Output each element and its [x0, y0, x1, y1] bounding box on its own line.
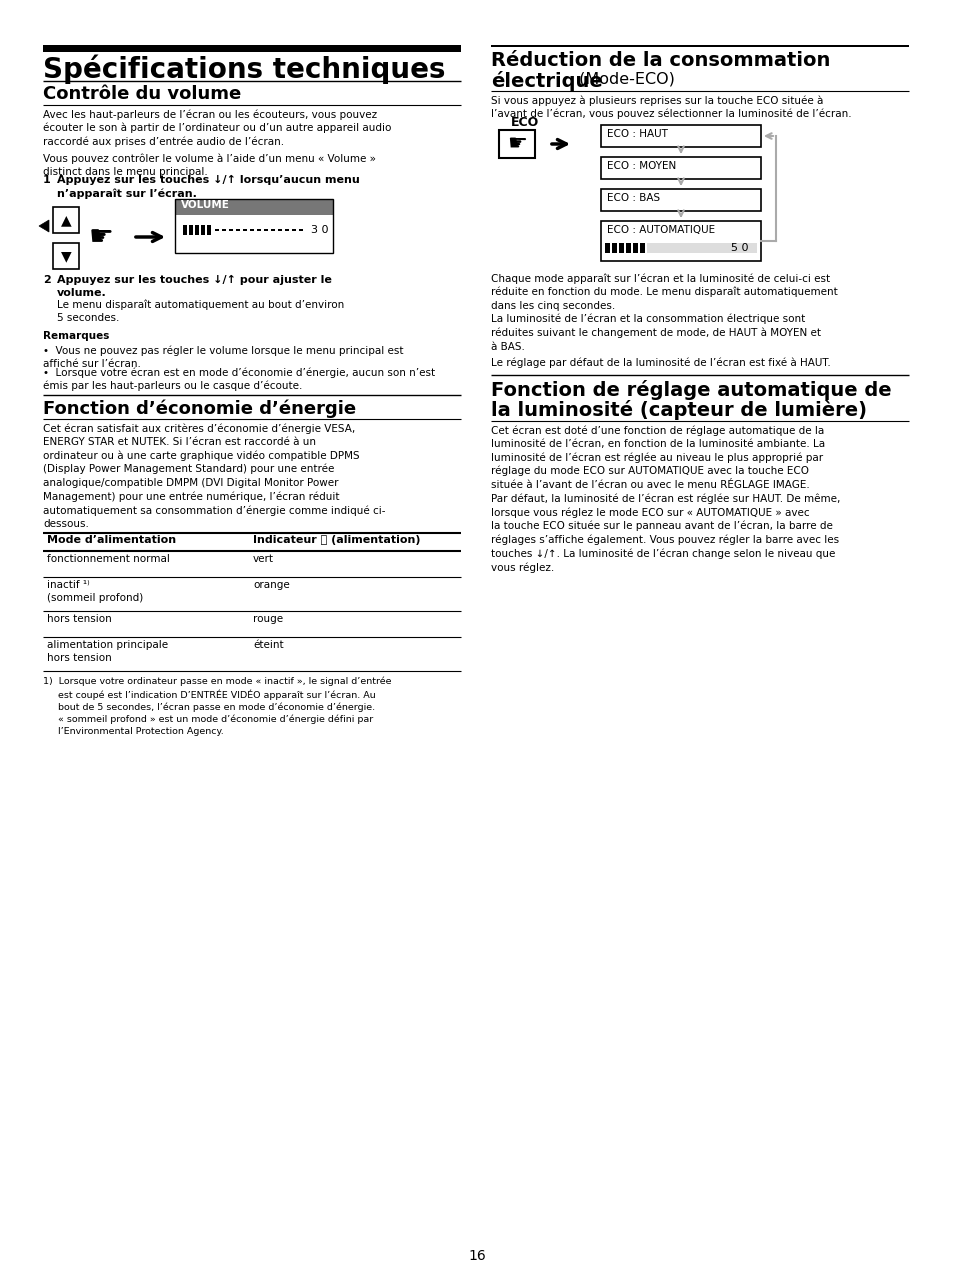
Bar — [491, 45, 908, 46]
Text: Réduction de la consommation: Réduction de la consommation — [491, 51, 829, 70]
Bar — [214, 229, 219, 231]
Text: Cet écran satisfait aux critères d’économie d’énergie VESA,
ENERGY STAR et NUTEK: Cet écran satisfait aux critères d’écono… — [43, 423, 385, 529]
Text: Si vous appuyez à plusieurs reprises sur la touche ECO située à
l’avant de l’écr: Si vous appuyez à plusieurs reprises sur… — [491, 96, 851, 120]
Bar — [625, 243, 630, 254]
Bar — [277, 229, 282, 231]
Bar — [43, 45, 460, 52]
Text: Appuyez sur les touches ↓/↑ pour ajuster le
volume.: Appuyez sur les touches ↓/↑ pour ajuster… — [57, 275, 332, 298]
Bar — [194, 225, 199, 234]
Text: Appuyez sur les touches ↓/↑ lorsqu’aucun menu
n’apparaît sur l’écran.: Appuyez sur les touches ↓/↑ lorsqu’aucun… — [57, 175, 359, 199]
Bar — [604, 243, 609, 254]
Text: éteint: éteint — [253, 640, 283, 650]
Bar — [600, 189, 760, 211]
Text: Cet écran est doté d’une fonction de réglage automatique de la
luminosité de l’é: Cet écran est doté d’une fonction de rég… — [491, 426, 840, 573]
Bar — [53, 206, 79, 233]
Text: ECO : AUTOMATIQUE: ECO : AUTOMATIQUE — [606, 225, 715, 234]
Bar — [646, 243, 757, 254]
Text: Le menu disparaît automatiquement au bout d’environ
5 secondes.: Le menu disparaît automatiquement au bou… — [57, 299, 344, 322]
Text: ECO : HAUT: ECO : HAUT — [606, 129, 667, 139]
Text: la luminosité (capteur de lumière): la luminosité (capteur de lumière) — [491, 400, 866, 420]
Text: Chaque mode apparaît sur l’écran et la luminosité de celui-ci est
réduite en fon: Chaque mode apparaît sur l’écran et la l… — [491, 273, 837, 352]
Bar — [639, 243, 644, 254]
Bar — [189, 225, 193, 234]
Bar — [201, 225, 205, 234]
Bar — [256, 229, 261, 231]
Text: Spécifications techniques: Spécifications techniques — [43, 55, 445, 84]
Text: Avec les haut-parleurs de l’écran ou les écouteurs, vous pouvez
écouter le son à: Avec les haut-parleurs de l’écran ou les… — [43, 110, 391, 148]
Bar — [264, 229, 268, 231]
Text: •  Lorsque votre écran est en mode d’économie d’énergie, aucun son n’est
émis pa: • Lorsque votre écran est en mode d’écon… — [43, 367, 435, 391]
Bar — [498, 130, 535, 158]
Bar — [183, 225, 187, 234]
Bar — [612, 243, 617, 254]
Text: 16: 16 — [468, 1249, 485, 1263]
Text: Contrôle du volume: Contrôle du volume — [43, 85, 241, 103]
Text: hors tension: hors tension — [47, 614, 112, 624]
Bar — [235, 229, 240, 231]
Bar — [298, 229, 303, 231]
Bar — [633, 243, 638, 254]
Polygon shape — [39, 220, 49, 232]
Text: alimentation principale
hors tension: alimentation principale hors tension — [47, 640, 168, 664]
Bar — [600, 220, 760, 261]
Text: Le réglage par défaut de la luminosité de l’écran est fixé à HAUT.: Le réglage par défaut de la luminosité d… — [491, 357, 830, 367]
Bar — [53, 243, 79, 269]
Text: Fonction de réglage automatique de: Fonction de réglage automatique de — [491, 380, 891, 400]
Text: 5 0: 5 0 — [730, 243, 748, 254]
Bar — [292, 229, 295, 231]
Text: ECO : MOYEN: ECO : MOYEN — [606, 161, 676, 171]
Text: 2: 2 — [43, 275, 51, 285]
Text: ☛: ☛ — [506, 134, 526, 154]
Text: 1: 1 — [43, 175, 51, 185]
Text: ECO : BAS: ECO : BAS — [606, 192, 659, 203]
Bar — [600, 157, 760, 180]
Bar — [250, 229, 253, 231]
Text: ▼: ▼ — [61, 248, 71, 262]
Text: ▲: ▲ — [61, 213, 71, 227]
Bar — [229, 229, 233, 231]
Text: VOLUME: VOLUME — [181, 200, 230, 210]
Text: (Mode-ECO): (Mode-ECO) — [574, 71, 674, 87]
Text: Remarques: Remarques — [43, 331, 110, 341]
Text: inactif ¹⁾
(sommeil profond): inactif ¹⁾ (sommeil profond) — [47, 580, 143, 603]
Bar — [174, 215, 333, 254]
Text: Vous pouvez contrôler le volume à l’aide d’un menu « Volume »
distinct dans le m: Vous pouvez contrôler le volume à l’aide… — [43, 153, 375, 177]
Text: ☛: ☛ — [89, 223, 113, 251]
Text: 3 0: 3 0 — [311, 225, 328, 234]
Text: •  Vous ne pouvez pas régler le volume lorsque le menu principal est
affiché sur: • Vous ne pouvez pas régler le volume lo… — [43, 345, 403, 368]
Bar — [174, 199, 333, 215]
Bar — [285, 229, 289, 231]
Bar — [618, 243, 623, 254]
Text: Fonction d’économie d’énergie: Fonction d’économie d’énergie — [43, 399, 355, 418]
Text: ECO: ECO — [511, 116, 538, 129]
Text: orange: orange — [253, 580, 290, 590]
Bar — [207, 225, 211, 234]
Text: rouge: rouge — [253, 614, 283, 624]
Text: Mode d’alimentation: Mode d’alimentation — [47, 535, 176, 545]
Bar — [222, 229, 226, 231]
Text: 1)  Lorsque votre ordinateur passe en mode « inactif », le signal d’entrée
     : 1) Lorsque votre ordinateur passe en mod… — [43, 676, 391, 735]
Text: fonctionnement normal: fonctionnement normal — [47, 554, 170, 564]
Bar — [243, 229, 247, 231]
Bar — [174, 199, 333, 254]
Text: électrique: électrique — [491, 71, 602, 90]
Bar — [271, 229, 274, 231]
Text: Indicateur ⏻ (alimentation): Indicateur ⏻ (alimentation) — [253, 535, 420, 545]
Bar — [600, 125, 760, 147]
Text: vert: vert — [253, 554, 274, 564]
